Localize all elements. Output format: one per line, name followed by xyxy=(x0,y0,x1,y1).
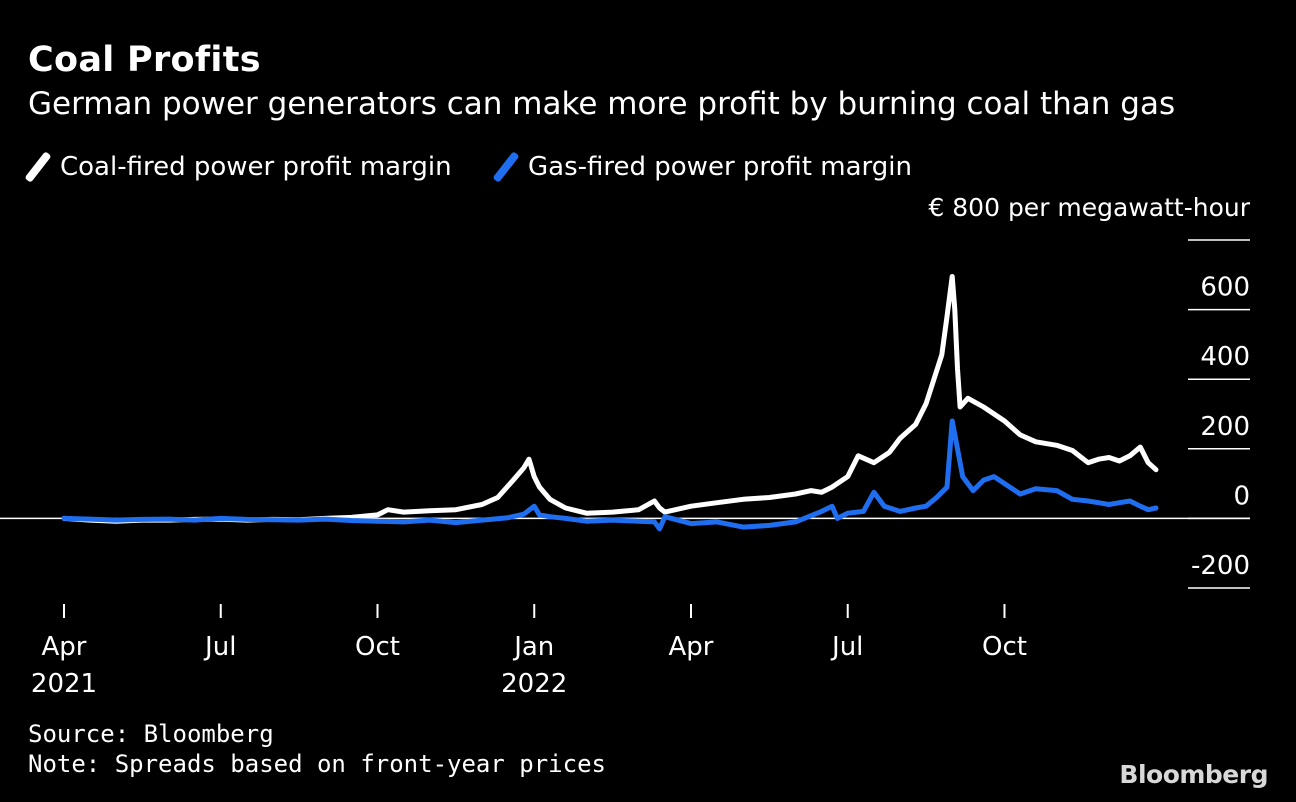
legend-item-coal: Coal-fired power profit margin xyxy=(24,150,452,184)
legend-item-gas: Gas-fired power profit margin xyxy=(492,150,912,184)
series-lines xyxy=(61,274,1159,532)
legend-label-gas: Gas-fired power profit margin xyxy=(528,152,912,182)
x-tick-label: Apr xyxy=(668,632,713,662)
gridlines xyxy=(0,239,1250,589)
x-tick-label: Apr xyxy=(42,632,87,662)
chart-subtitle: German power generators can make more pr… xyxy=(28,86,1176,122)
x-tick-label: Jan xyxy=(512,632,554,662)
series-line-gas xyxy=(61,418,1159,532)
x-tick-year-label: 2022 xyxy=(501,669,567,699)
series-line-coal xyxy=(61,274,1159,524)
x-axis: Apr 2021 Jul Oct Jan 2022 Apr Jul Oct xyxy=(31,604,1027,699)
x-tick-label: Jul xyxy=(203,632,236,662)
footnote: Note: Spreads based on front-year prices xyxy=(28,750,606,778)
y-tick-label: 200 xyxy=(1200,412,1250,442)
x-tick-label: Oct xyxy=(982,632,1027,662)
x-tick-year-label: 2021 xyxy=(31,669,97,699)
y-tick-label: 600 xyxy=(1200,273,1250,303)
x-tick-label: Oct xyxy=(355,632,400,662)
y-tick-label: 400 xyxy=(1200,342,1250,372)
y-tick-label: 0 xyxy=(1233,481,1250,511)
y-axis-unit-label: € 800 per megawatt-hour xyxy=(928,193,1250,222)
bloomberg-logo: Bloomberg xyxy=(1119,760,1268,789)
legend-label-coal: Coal-fired power profit margin xyxy=(60,152,452,182)
chart-title: Coal Profits xyxy=(28,40,261,80)
x-tick-label: Jul xyxy=(830,632,863,662)
source-note: Source: Bloomberg xyxy=(28,720,274,748)
y-tick-labels: 600 400 200 0 -200 xyxy=(1191,273,1250,581)
y-tick-label: -200 xyxy=(1191,551,1250,581)
